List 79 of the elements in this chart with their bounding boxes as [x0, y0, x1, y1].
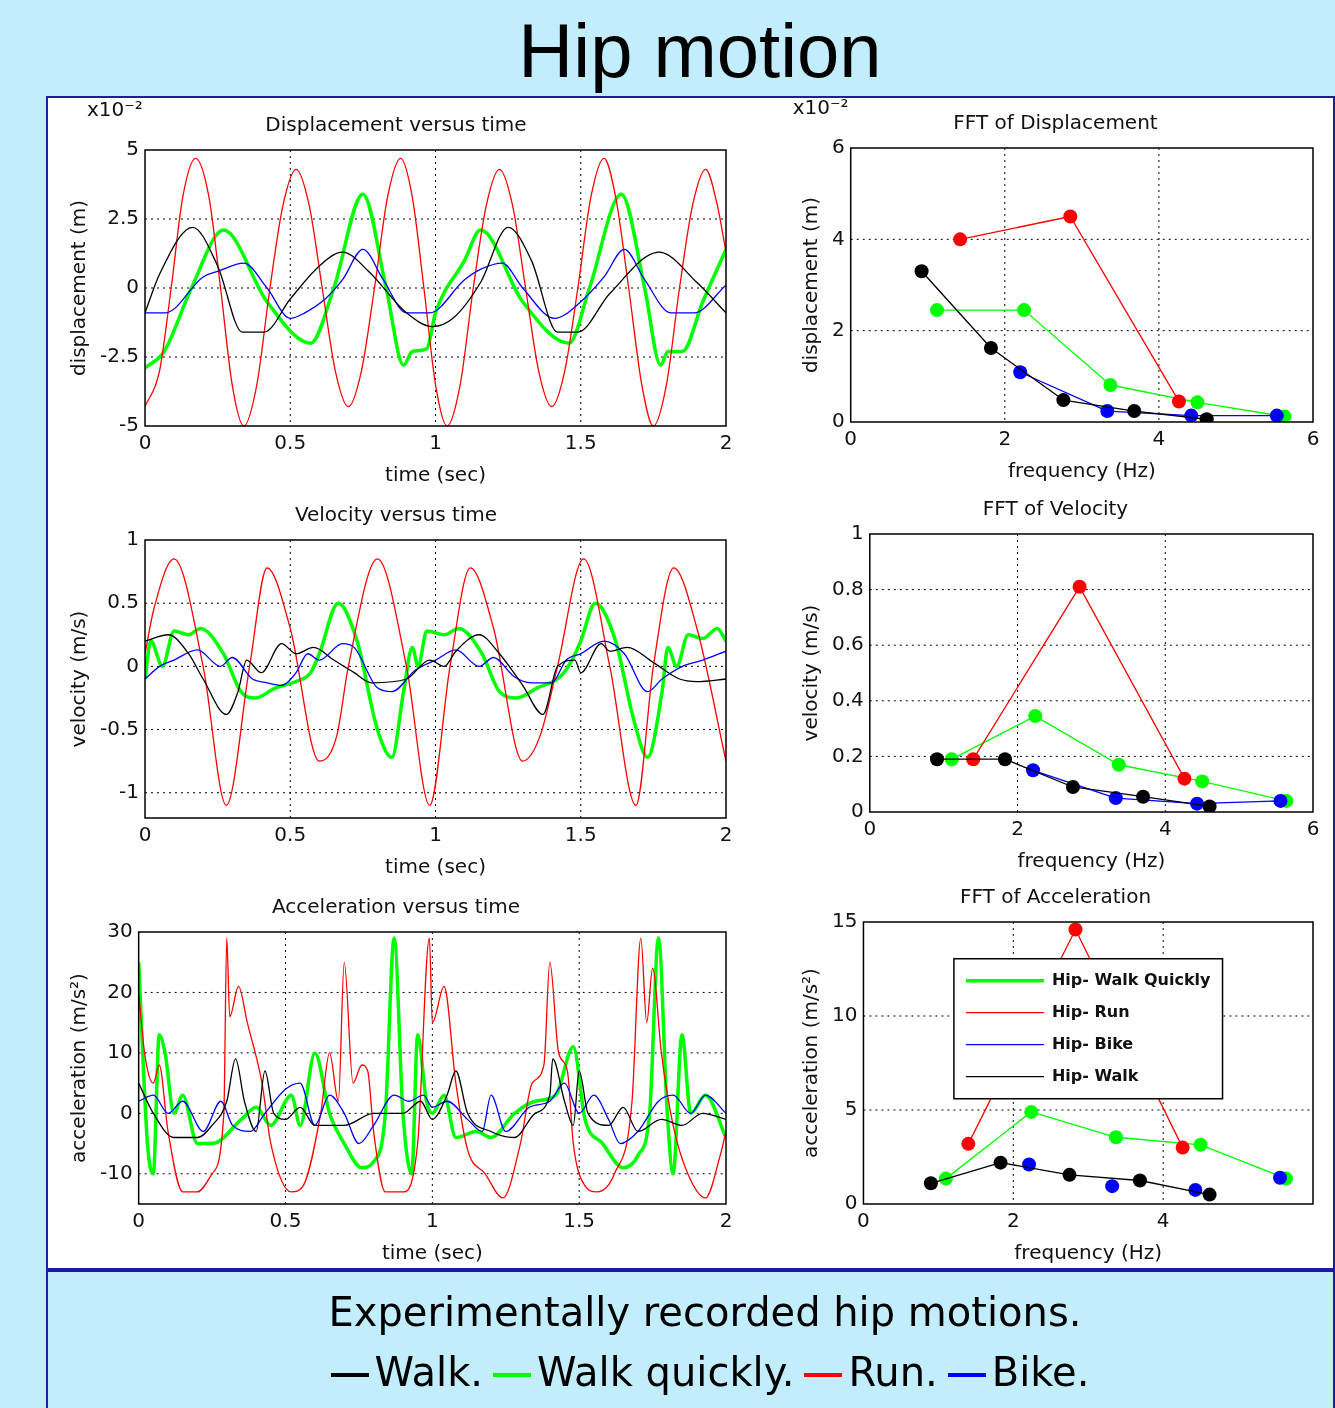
- y-tick-label: 5: [844, 1096, 858, 1121]
- x-tick-label: 2: [719, 822, 733, 847]
- text: Walk quickly.: [537, 1349, 795, 1395]
- y-tick-label: 4: [831, 225, 845, 250]
- chart-title: FFT of Displacement: [953, 110, 1158, 135]
- x-tick-label: 0.5: [274, 430, 307, 455]
- y-tick-label: 6: [831, 134, 845, 159]
- y-tick-label: 0: [126, 274, 140, 299]
- y-tick-label: 30: [107, 918, 133, 943]
- x-axis-title: frequency (Hz): [1017, 848, 1166, 873]
- y-axis-title: velocity (m/s): [798, 604, 823, 742]
- y-axis-title: displacement (m): [66, 199, 91, 377]
- text: Run.: [848, 1349, 938, 1395]
- y-tick-label: 0: [844, 1190, 858, 1215]
- y-tick-label: 0.5: [107, 589, 140, 614]
- chart-title: Acceleration versus time: [271, 894, 521, 919]
- y-tick-label: 2.5: [107, 205, 140, 230]
- y-tick-label: 5: [126, 136, 140, 161]
- x-tick-label: 1.5: [563, 1208, 596, 1233]
- y-tick-label: 0: [119, 1099, 133, 1124]
- y-tick-label: 1: [851, 520, 864, 545]
- text: Hip motion: [517, 7, 883, 95]
- x-axis-title: time (sec): [385, 462, 486, 487]
- legend-label: Hip- Bike: [1051, 1033, 1134, 1053]
- y-axis-title: acceleration (m/s²): [798, 968, 823, 1158]
- y-tick-label: -5: [119, 412, 140, 437]
- x-axis-title: time (sec): [385, 854, 486, 879]
- y-tick-label: 0.8: [831, 575, 864, 600]
- x-tick-label: 1.5: [564, 822, 597, 847]
- x-tick-label: 4: [1158, 816, 1172, 841]
- y-tick-label: -0.5: [99, 715, 140, 740]
- x-tick-label: 1: [425, 1208, 439, 1233]
- x-tick-label: 2: [1011, 816, 1024, 841]
- y-tick-label: 10: [832, 1002, 858, 1027]
- x-tick-label: 2: [719, 430, 733, 455]
- x-tick-label: 6: [1306, 816, 1320, 841]
- y-tick-label: 15: [832, 908, 858, 933]
- y-tick-label: 0.2: [831, 742, 864, 767]
- chart-title: Displacement versus time: [265, 112, 527, 137]
- y-tick-label: -10: [99, 1159, 133, 1184]
- x-tick-label: 4: [1152, 426, 1166, 451]
- y-tick-label: 20: [107, 978, 133, 1003]
- x-tick-label: 2: [998, 426, 1012, 451]
- y-tick-label: 0.6: [831, 631, 864, 656]
- y-tick-label: 10: [107, 1039, 133, 1064]
- text: Walk.: [374, 1349, 484, 1395]
- x-tick-label: 0.5: [274, 822, 307, 847]
- x-tick-label: 1: [429, 430, 442, 455]
- y-tick-label: 0: [831, 408, 845, 433]
- y-axis-title: acceleration (m/s²): [66, 973, 91, 1163]
- y-tick-label: -2.5: [99, 343, 140, 368]
- x-tick-label: 1: [429, 822, 442, 847]
- y-tick-label: -1: [119, 778, 140, 803]
- y-tick-label: 2: [831, 316, 845, 341]
- x-tick-label: 2: [719, 1208, 733, 1233]
- y-tick-label: 0: [126, 652, 140, 677]
- chart-title: FFT of Acceleration: [959, 884, 1152, 909]
- x-tick-label: 4: [1156, 1208, 1170, 1233]
- x-axis-title: frequency (Hz): [1014, 1240, 1163, 1265]
- legend-label: Hip- Walk: [1051, 1065, 1139, 1085]
- legend-label: Hip- Run: [1051, 1001, 1130, 1021]
- x-axis-title: time (sec): [381, 1240, 483, 1265]
- y-tick-label: 1: [126, 526, 140, 551]
- x-tick-label: 6: [1306, 426, 1320, 451]
- y-axis-title: displacement (m): [798, 196, 823, 374]
- chart-title: FFT of Velocity: [982, 496, 1129, 521]
- x-tick-label: 1.5: [564, 430, 597, 455]
- text: x10⁻²: [87, 97, 143, 121]
- y-tick-label: 0.4: [831, 687, 864, 711]
- text: Bike.: [991, 1349, 1090, 1395]
- text: x10⁻²: [792, 95, 849, 119]
- chart-title: Velocity versus time: [294, 502, 498, 527]
- legend-label: Hip- Walk Quickly: [1051, 969, 1212, 989]
- x-tick-label: 0.5: [269, 1208, 302, 1233]
- text: Experimentally recorded hip motions.: [327, 1288, 1083, 1337]
- x-axis-title: frequency (Hz): [1007, 458, 1156, 483]
- x-tick-label: 2: [1006, 1208, 1020, 1233]
- y-tick-label: 0: [851, 798, 864, 823]
- y-axis-title: velocity (m/s): [66, 610, 91, 748]
